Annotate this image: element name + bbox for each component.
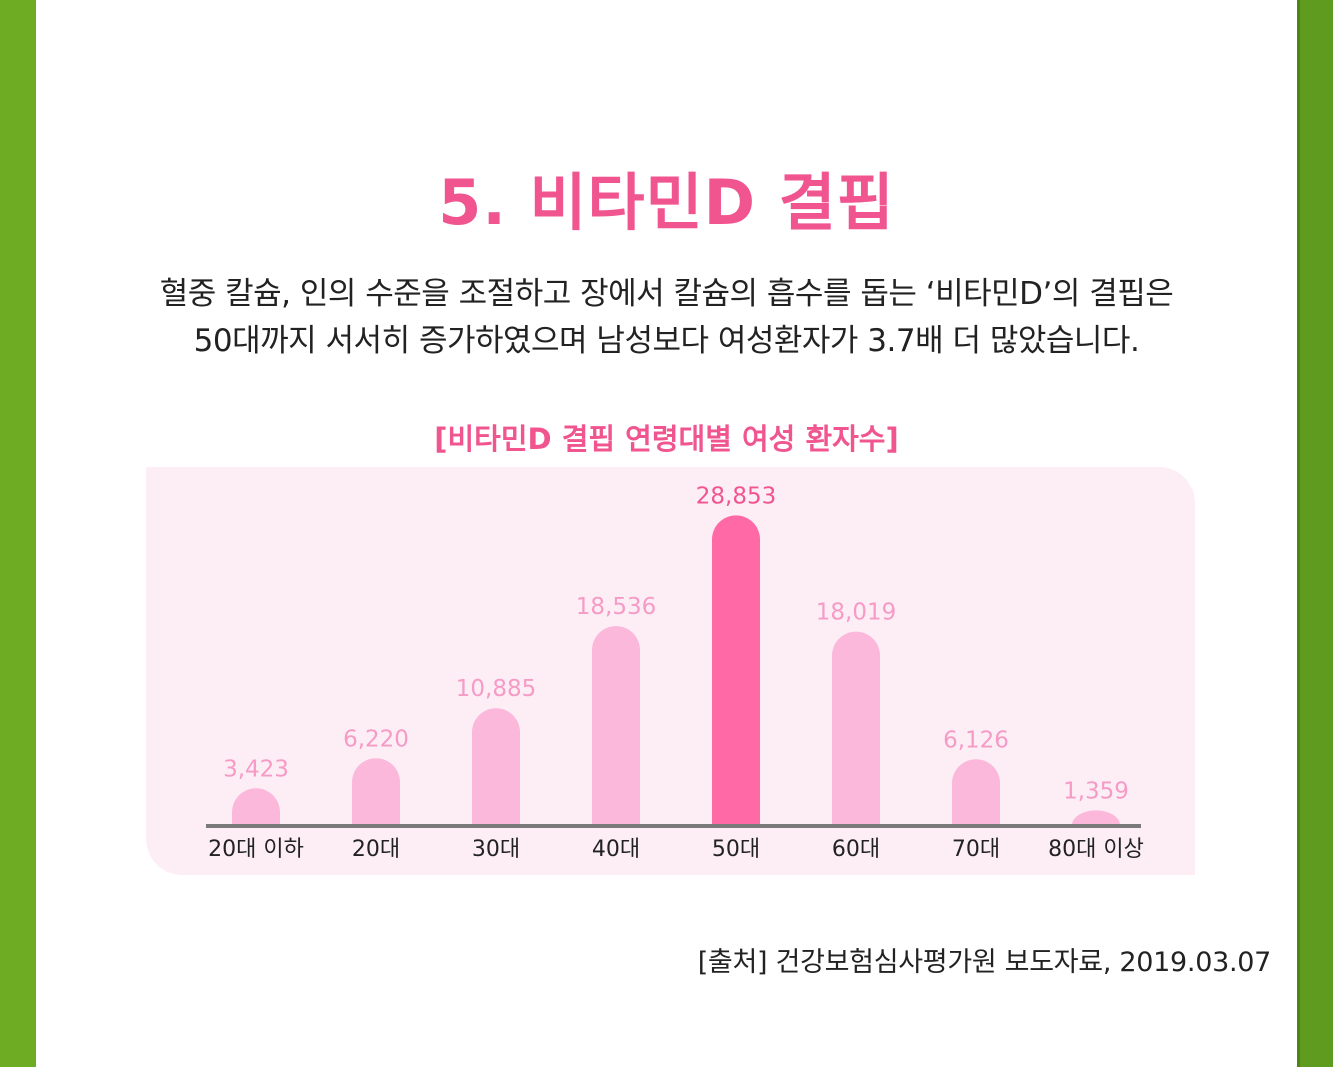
category-label: 80대 이상 bbox=[1048, 837, 1144, 862]
bar-1 bbox=[232, 788, 280, 825]
bar-value-label: 18,019 bbox=[816, 600, 896, 626]
bar-8 bbox=[1072, 810, 1120, 825]
bar-6 bbox=[832, 631, 880, 825]
bar-chart: 3,423 20대 이하 6,220 20대 10,885 30대 18,536 40대 28,… bbox=[206, 483, 1144, 862]
left-border-bar bbox=[0, 0, 36, 1067]
bar-value-label: 28,853 bbox=[696, 483, 776, 509]
category-label: 50대 bbox=[712, 837, 760, 862]
category-label: 60대 bbox=[832, 837, 880, 862]
chart-title: [비타민D 결핍 연령대별 여성 환자수] bbox=[434, 422, 899, 456]
description-line-2: 50대까지 서서히 증가하였으며 남성보다 여성환자가 3.7배 더 많았습니다… bbox=[193, 323, 1140, 359]
bar-value-label: 18,536 bbox=[576, 594, 656, 620]
bar-3 bbox=[472, 708, 520, 825]
right-border-bar bbox=[1297, 0, 1333, 1067]
category-label: 30대 bbox=[472, 837, 520, 862]
bar-5 bbox=[712, 515, 760, 825]
source-citation: [출처] 건강보험심사평가원 보도자료, 2019.03.07 bbox=[697, 947, 1272, 978]
bar-4 bbox=[592, 626, 640, 825]
bar-value-label: 10,885 bbox=[456, 676, 536, 702]
bar-value-label: 3,423 bbox=[223, 756, 289, 782]
bar-2 bbox=[352, 758, 400, 825]
description-line-1: 혈중 칼슘, 인의 수준을 조절하고 장에서 칼슘의 흡수를 돕는 ‘비타민D’… bbox=[159, 276, 1174, 312]
chart-panel: 3,423 20대 이하 6,220 20대 10,885 30대 18,536 40대 28,… bbox=[146, 467, 1195, 875]
category-label: 20대 이하 bbox=[208, 837, 304, 862]
bar-value-label: 1,359 bbox=[1063, 778, 1129, 804]
bar-value-label: 6,220 bbox=[343, 726, 409, 752]
category-label: 20대 bbox=[352, 837, 400, 862]
bar-7 bbox=[952, 759, 1000, 825]
page-title: 5. 비타민D 결핍 bbox=[438, 166, 895, 239]
bar-value-label: 6,126 bbox=[943, 727, 1009, 753]
category-label: 40대 bbox=[592, 837, 640, 862]
category-label: 70대 bbox=[952, 837, 1000, 862]
